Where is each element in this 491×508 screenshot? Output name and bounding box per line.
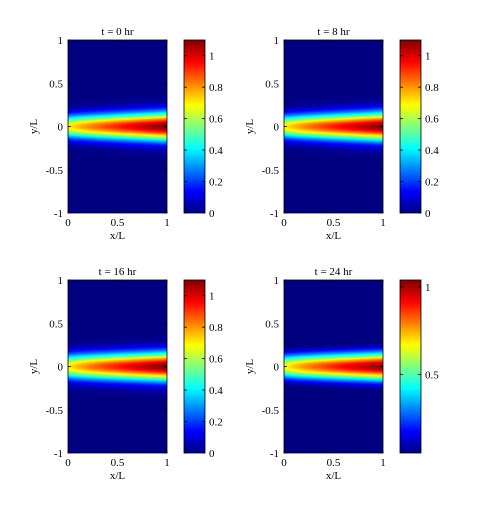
panel-title-3: t = 24 hr: [315, 266, 353, 278]
x-tick-label-0-0: 0: [65, 217, 71, 229]
panel-title-0: t = 0 hr: [101, 26, 134, 38]
y-tick-label-2-4: -1: [54, 448, 63, 460]
x-axis-label-0: x/L: [110, 230, 126, 242]
y-tick-label-3-3: -0.5: [262, 405, 280, 417]
y-axis-label-1: y/L: [244, 119, 256, 135]
y-tick-label-0-2: 0: [58, 122, 64, 134]
x-axis-label-2: x/L: [110, 470, 126, 482]
colorbar-tick-label-3-1: 0.5: [425, 369, 439, 381]
colorbar-tick-label-2-5: 0: [209, 448, 215, 460]
y-tick-label-1-0: 1: [274, 35, 280, 47]
y-tick-label-3-0: 1: [274, 275, 280, 287]
y-tick-label-2-3: -0.5: [46, 405, 64, 417]
x-tick-label-3-1: 0.5: [327, 457, 341, 469]
heatmap-field-3: [284, 280, 383, 453]
colorbar-tick-label-1-1: 0.8: [425, 82, 439, 94]
y-tick-label-1-2: 0: [274, 122, 280, 134]
colorbar-1: [400, 40, 421, 213]
y-tick-label-2-1: 0.5: [49, 318, 63, 330]
x-tick-label-1-0: 0: [281, 217, 287, 229]
colorbar-frame-3: [399, 279, 422, 454]
y-tick-label-0-4: -1: [54, 208, 63, 220]
colorbar-tick-label-0-1: 0.8: [209, 82, 223, 94]
x-tick-label-2-2: 1: [164, 457, 170, 469]
x-tick-label-0-2: 1: [164, 217, 170, 229]
colorbar-tick-label-1-5: 0: [425, 208, 431, 220]
colorbar-tick-label-1-0: 1: [425, 51, 431, 63]
panel-title-1: t = 8 hr: [317, 26, 350, 38]
colorbar-0: [184, 40, 205, 213]
y-axis-label-3: y/L: [244, 359, 256, 375]
colorbar-tick-label-0-3: 0.4: [209, 145, 223, 157]
y-tick-label-2-0: 1: [58, 275, 64, 287]
x-tick-label-2-1: 0.5: [111, 457, 125, 469]
colorbar-2: [184, 280, 205, 453]
colorbar-frame-0: [183, 39, 206, 214]
heatmap-field-2: [68, 280, 167, 453]
x-tick-label-0-1: 0.5: [111, 217, 125, 229]
colorbar-tick-label-0-2: 0.6: [209, 114, 223, 126]
y-axis-label-0: y/L: [28, 119, 40, 135]
heatmap-field-1: [284, 40, 383, 213]
y-tick-label-3-4: -1: [270, 448, 279, 460]
y-tick-label-3-1: 0.5: [265, 318, 279, 330]
colorbar-tick-label-2-2: 0.6: [209, 354, 223, 366]
x-axis-label-3: x/L: [326, 470, 342, 482]
y-tick-label-1-3: -0.5: [262, 165, 280, 177]
y-tick-label-3-2: 0: [274, 362, 280, 374]
y-tick-label-0-0: 1: [58, 35, 64, 47]
x-tick-label-2-0: 0: [65, 457, 71, 469]
colorbar-3: [400, 280, 421, 453]
heatmap-field-0: [68, 40, 167, 213]
colorbar-frame-1: [399, 39, 422, 214]
colorbar-tick-label-1-4: 0.2: [425, 177, 439, 189]
x-tick-label-1-2: 1: [380, 217, 386, 229]
y-tick-label-0-3: -0.5: [46, 165, 64, 177]
x-tick-label-3-2: 1: [380, 457, 386, 469]
colorbar-tick-label-3-0: 1: [425, 282, 431, 294]
y-tick-label-0-1: 0.5: [49, 78, 63, 90]
colorbar-tick-label-0-0: 1: [209, 51, 215, 63]
colorbar-tick-label-2-4: 0.2: [209, 417, 223, 429]
x-tick-label-3-0: 0: [281, 457, 287, 469]
colorbar-tick-label-2-3: 0.4: [209, 385, 223, 397]
x-axis-label-1: x/L: [326, 230, 342, 242]
colorbar-tick-label-2-1: 0.8: [209, 322, 223, 334]
y-tick-label-1-1: 0.5: [265, 78, 279, 90]
panel-title-2: t = 16 hr: [99, 266, 137, 278]
y-tick-label-2-2: 0: [58, 362, 64, 374]
y-axis-label-2: y/L: [28, 359, 40, 375]
colorbar-tick-label-1-3: 0.4: [425, 145, 439, 157]
y-tick-label-1-4: -1: [270, 208, 279, 220]
colorbar-frame-2: [183, 279, 206, 454]
colorbar-tick-label-0-5: 0: [209, 208, 215, 220]
colorbar-tick-label-2-0: 1: [209, 291, 215, 303]
colorbar-tick-label-0-4: 0.2: [209, 177, 223, 189]
colorbar-tick-label-1-2: 0.6: [425, 114, 439, 126]
x-tick-label-1-1: 0.5: [327, 217, 341, 229]
